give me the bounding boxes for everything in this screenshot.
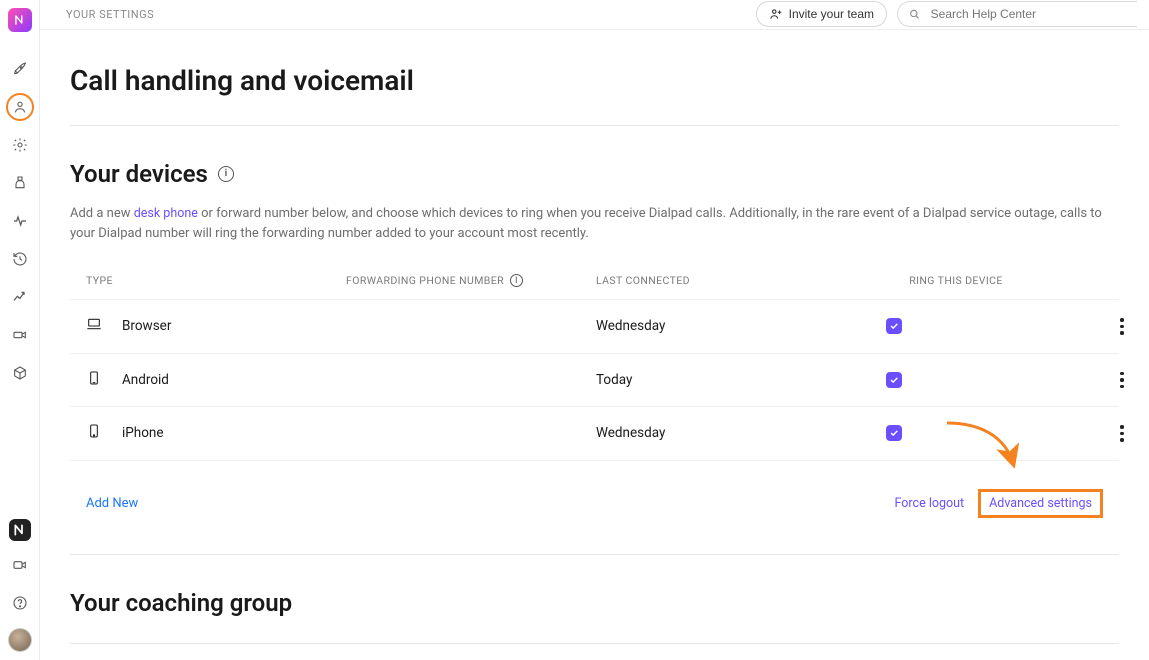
row-menu-button[interactable] xyxy=(1114,366,1126,395)
people-plus-icon xyxy=(769,7,783,21)
type-label: Android xyxy=(122,372,169,388)
breadcrumb: YOUR SETTINGS xyxy=(66,8,154,21)
type-label: Browser xyxy=(122,318,171,334)
row-menu-button[interactable] xyxy=(1114,312,1126,341)
table-row: Browser Wednesday xyxy=(70,299,1119,353)
coaching-section-title: Your coaching group xyxy=(70,589,1119,617)
info-icon[interactable]: i xyxy=(510,274,523,287)
col-ring-label: RING THIS DEVICE xyxy=(909,274,1002,287)
cell-type: Browser xyxy=(86,316,346,336)
desc-pre: Add a new xyxy=(70,206,134,221)
col-fwd: FORWARDING PHONE NUMBER i xyxy=(346,274,596,287)
divider xyxy=(70,554,1119,555)
add-new-link[interactable]: Add New xyxy=(86,496,138,511)
col-ring: RING THIS DEVICE xyxy=(856,274,1056,287)
phone-android-icon xyxy=(86,370,102,390)
apps-icon[interactable] xyxy=(6,169,34,197)
cell-last: Wednesday xyxy=(596,425,856,441)
user-icon[interactable] xyxy=(6,93,34,121)
main: YOUR SETTINGS Invite your team Call hand… xyxy=(40,0,1149,660)
info-icon[interactable]: i xyxy=(218,166,234,182)
devices-table-head: TYPE FORWARDING PHONE NUMBER i LAST CONN… xyxy=(70,274,1119,299)
search-input[interactable] xyxy=(929,6,1127,22)
table-row: iPhone Wednesday xyxy=(70,406,1119,461)
ring-checkbox[interactable] xyxy=(886,425,902,441)
force-logout-link[interactable]: Force logout xyxy=(895,496,965,511)
search-icon xyxy=(908,7,921,21)
advanced-settings-highlight: Advanced settings xyxy=(978,489,1103,518)
table-row: Android Today xyxy=(70,353,1119,407)
page-title: Call handling and voicemail xyxy=(70,64,1119,97)
gear-icon[interactable] xyxy=(6,131,34,159)
search-help-center[interactable] xyxy=(897,1,1137,27)
content: Call handling and voicemail Your devices… xyxy=(40,30,1149,660)
cell-actions xyxy=(1056,312,1126,341)
cell-ring xyxy=(856,372,1056,388)
ring-checkbox[interactable] xyxy=(886,372,902,388)
desc-post: or forward number below, and choose whic… xyxy=(70,206,1102,241)
brand-logo[interactable] xyxy=(8,8,32,32)
col-fwd-label: FORWARDING PHONE NUMBER xyxy=(346,274,504,287)
invite-team-button[interactable]: Invite your team xyxy=(756,1,887,27)
devices-title-text: Your devices xyxy=(70,160,208,188)
col-type: TYPE xyxy=(86,274,346,287)
devices-section-title: Your devices i xyxy=(70,160,1119,188)
type-label: iPhone xyxy=(122,425,164,441)
camera-icon[interactable] xyxy=(6,551,34,579)
cell-type: iPhone xyxy=(86,423,346,443)
devices-description: Add a new desk phone or forward number b… xyxy=(70,204,1119,244)
cell-ring xyxy=(856,425,1056,441)
phone-iphone-icon xyxy=(86,423,102,443)
video-devices-icon[interactable] xyxy=(6,321,34,349)
cell-actions xyxy=(1056,419,1126,448)
laptop-icon xyxy=(86,316,102,336)
devices-table: TYPE FORWARDING PHONE NUMBER i LAST CONN… xyxy=(70,274,1119,528)
app-icon[interactable] xyxy=(9,519,31,541)
cell-type: Android xyxy=(86,370,346,390)
invite-label: Invite your team xyxy=(789,7,874,21)
history-icon[interactable] xyxy=(6,245,34,273)
row-menu-button[interactable] xyxy=(1114,419,1126,448)
cell-last: Today xyxy=(596,372,856,388)
divider xyxy=(70,125,1119,126)
cube-icon[interactable] xyxy=(6,359,34,387)
desk-phone-link[interactable]: desk phone xyxy=(134,206,198,221)
rocket-icon[interactable] xyxy=(6,55,34,83)
ring-checkbox[interactable] xyxy=(886,318,902,334)
cell-ring xyxy=(856,318,1056,334)
cell-actions xyxy=(1056,366,1126,395)
advanced-settings-link[interactable]: Advanced settings xyxy=(989,496,1092,511)
divider xyxy=(70,643,1119,644)
sidebar xyxy=(0,0,40,660)
col-last: LAST CONNECTED xyxy=(596,274,856,287)
avatar[interactable] xyxy=(8,628,32,652)
devices-table-footer: Add New Force logout Advanced settings xyxy=(70,461,1119,528)
trend-icon[interactable] xyxy=(6,283,34,311)
topbar: YOUR SETTINGS Invite your team xyxy=(40,0,1149,30)
help-icon[interactable] xyxy=(6,589,34,617)
activity-icon[interactable] xyxy=(6,207,34,235)
cell-last: Wednesday xyxy=(596,318,856,334)
